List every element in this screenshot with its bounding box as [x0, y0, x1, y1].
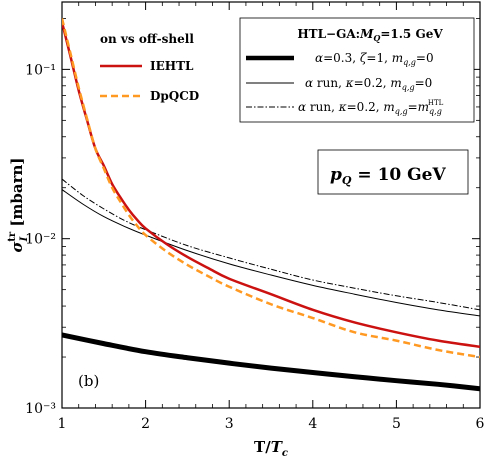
x-axis-label: T/Tc [254, 438, 288, 459]
x-tick-label: 3 [225, 416, 234, 432]
legend-right-title: HTL−GA:MQ=1.5 GeV [297, 27, 443, 43]
series-layer [62, 18, 480, 392]
legend-right: HTL−GA:MQ=1.5 GeV α=0.3, ζ=1, mq,g=0 α r… [239, 17, 475, 123]
x-tick-label: 2 [141, 416, 150, 432]
plot-frame [61, 1, 481, 409]
legend-label-alpharun0: α run, κ=0.2, mq,g=0 [305, 76, 432, 92]
y-tick-label: 10⁻² [25, 232, 56, 248]
y-axis-label: σItr [mbarn] [7, 158, 30, 253]
axis-ticks [61, 2, 481, 409]
legend-label-dpqcd: DpQCD [150, 89, 199, 103]
momentum-annotation: pQ = 10 GeV [317, 149, 469, 195]
legend-left: on vs off-shell IEHTL DpQCD [100, 32, 199, 103]
legend-label-alpha03: α=0.3, ζ=1, mq,g=0 [315, 51, 434, 67]
legend-label-alpharunhtl: α run, κ=0.2, mq,g=mq,gHTL [298, 99, 444, 116]
series-line-alpharun0 [62, 189, 480, 317]
x-tick-label: 6 [476, 416, 485, 432]
x-tick-label: 4 [308, 416, 317, 432]
legend-left-title: on vs off-shell [100, 32, 194, 46]
svg-text:σItr [mbarn]: σItr [mbarn] [7, 158, 30, 253]
y-tick-label: 10⁻¹ [25, 62, 56, 78]
momentum-box [317, 149, 469, 195]
x-tick-label: 1 [58, 416, 67, 432]
series-line-dpqcd [62, 18, 480, 359]
y-tick-label: 10⁻³ [25, 401, 56, 417]
svg-text:pQ = 10 GeV: pQ = 10 GeV [330, 165, 446, 187]
x-tick-label: 5 [392, 416, 401, 432]
panel-label: (b) [78, 372, 99, 390]
series-line-alpha03 [62, 332, 480, 392]
legend-label-iehtl: IEHTL [150, 59, 194, 73]
tick-labels: 1 2 3 4 5 6 10⁻³ 10⁻² 10⁻¹ [25, 62, 484, 432]
series-line-alpharunhtl [62, 178, 480, 311]
legend-right-box [239, 17, 475, 123]
